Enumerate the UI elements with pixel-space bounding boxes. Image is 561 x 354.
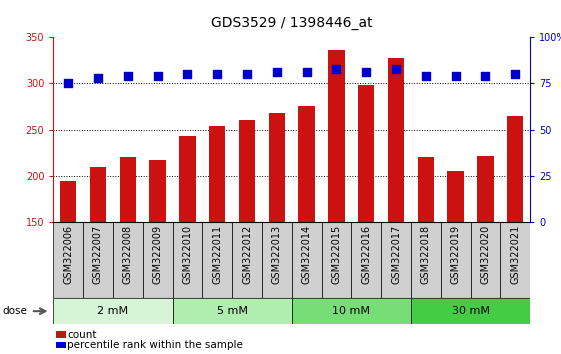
- Text: 10 mM: 10 mM: [332, 306, 370, 316]
- Text: GSM322009: GSM322009: [153, 224, 163, 284]
- Bar: [388, 58, 404, 222]
- Point: [392, 66, 401, 72]
- Bar: [90, 167, 106, 222]
- Text: dose: dose: [3, 306, 27, 316]
- Text: 30 mM: 30 mM: [452, 306, 490, 316]
- Bar: [328, 50, 344, 222]
- Bar: [179, 136, 196, 222]
- Text: 2 mM: 2 mM: [98, 306, 128, 316]
- Point: [153, 73, 162, 79]
- Point: [242, 72, 251, 77]
- Text: GSM322020: GSM322020: [480, 224, 490, 284]
- Bar: [411, 298, 530, 324]
- Bar: [113, 222, 142, 298]
- Bar: [292, 298, 411, 324]
- Point: [451, 73, 460, 79]
- Bar: [298, 106, 315, 222]
- Bar: [417, 156, 434, 222]
- Point: [183, 72, 192, 77]
- Text: GSM322011: GSM322011: [212, 224, 222, 284]
- Bar: [269, 113, 285, 222]
- Bar: [119, 156, 136, 222]
- Bar: [203, 222, 232, 298]
- Bar: [381, 222, 411, 298]
- Bar: [441, 222, 471, 298]
- Bar: [351, 222, 381, 298]
- Point: [421, 73, 430, 79]
- Text: GSM322021: GSM322021: [511, 224, 520, 284]
- Bar: [321, 222, 351, 298]
- Bar: [448, 171, 464, 222]
- Text: GSM322006: GSM322006: [63, 224, 73, 284]
- Bar: [232, 222, 262, 298]
- Bar: [83, 222, 113, 298]
- Bar: [477, 156, 494, 222]
- Point: [481, 73, 490, 79]
- Bar: [56, 342, 66, 348]
- Point: [332, 66, 341, 72]
- Text: GSM322012: GSM322012: [242, 224, 252, 284]
- Point: [64, 81, 73, 86]
- Bar: [149, 160, 166, 222]
- Bar: [471, 222, 500, 298]
- Bar: [173, 298, 292, 324]
- Bar: [60, 181, 76, 222]
- Text: GSM322007: GSM322007: [93, 224, 103, 284]
- Text: GSM322018: GSM322018: [421, 224, 431, 284]
- Point: [123, 73, 132, 79]
- Text: 5 mM: 5 mM: [217, 306, 247, 316]
- Text: GSM322017: GSM322017: [391, 224, 401, 284]
- Point: [94, 75, 103, 81]
- Text: percentile rank within the sample: percentile rank within the sample: [67, 340, 243, 350]
- Point: [272, 69, 281, 75]
- Bar: [209, 126, 226, 222]
- Text: GSM322008: GSM322008: [123, 224, 133, 284]
- Bar: [239, 120, 255, 222]
- Text: GSM322016: GSM322016: [361, 224, 371, 284]
- Bar: [173, 222, 203, 298]
- Bar: [56, 331, 66, 338]
- Bar: [262, 222, 292, 298]
- Text: GSM322014: GSM322014: [302, 224, 311, 284]
- Bar: [411, 222, 441, 298]
- Text: GSM322015: GSM322015: [332, 224, 342, 284]
- Text: GSM322013: GSM322013: [272, 224, 282, 284]
- Bar: [142, 222, 173, 298]
- Bar: [53, 298, 173, 324]
- Text: count: count: [67, 330, 97, 339]
- Point: [213, 72, 222, 77]
- Bar: [292, 222, 321, 298]
- Point: [362, 69, 371, 75]
- Point: [302, 69, 311, 75]
- Text: GSM322010: GSM322010: [182, 224, 192, 284]
- Bar: [507, 116, 523, 222]
- Bar: [53, 222, 83, 298]
- Point: [511, 72, 519, 77]
- Bar: [358, 85, 374, 222]
- Bar: [500, 222, 530, 298]
- Text: GDS3529 / 1398446_at: GDS3529 / 1398446_at: [211, 16, 373, 30]
- Text: GSM322019: GSM322019: [450, 224, 461, 284]
